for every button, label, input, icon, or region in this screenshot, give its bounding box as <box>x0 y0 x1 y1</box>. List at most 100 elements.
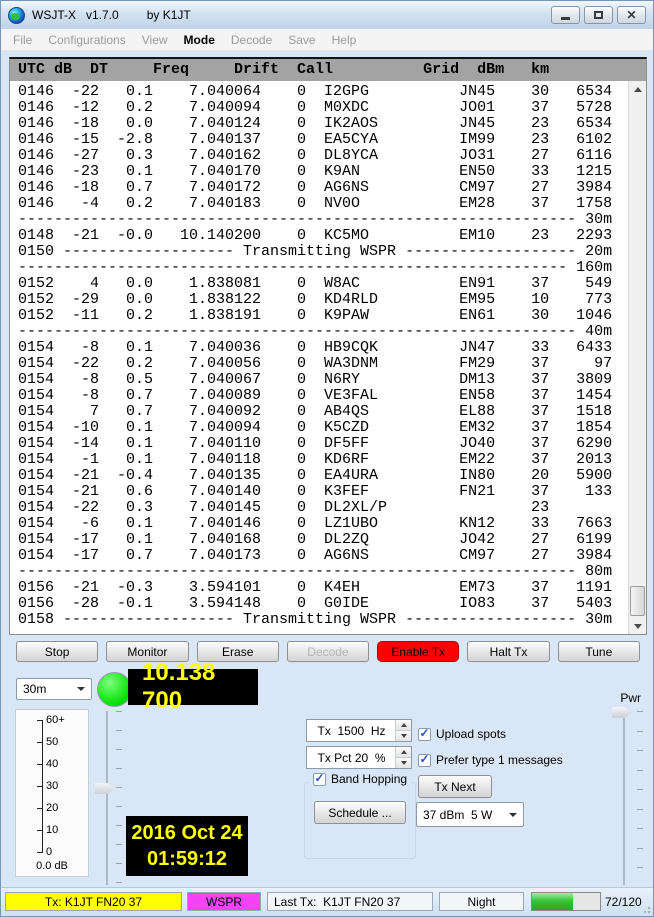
tx-status-chip: Tx: K1JT FN20 37 <box>5 892 182 911</box>
spin-up-button[interactable] <box>396 747 411 757</box>
band-select[interactable]: 30m <box>16 678 92 700</box>
slider-tick <box>116 844 122 845</box>
decode-row: 0154 -17 0.1 7.040168 0 DL2ZQ JO42 27 61… <box>18 531 613 548</box>
power-select[interactable]: 37 dBm 5 W <box>416 802 524 827</box>
upload-spots-label: Upload spots <box>436 727 507 741</box>
time-value: 01:59:12 <box>146 848 228 870</box>
meter-tick-label: 20 <box>46 802 59 814</box>
upload-spots-checkbox[interactable]: ✓ Upload spots <box>418 727 506 741</box>
tx-pct-spinner[interactable]: Tx Pct 20 % <box>306 746 412 769</box>
tune-button[interactable]: Tune <box>557 641 640 662</box>
meter-tick <box>37 764 43 765</box>
scrollbar-thumb[interactable] <box>630 586 645 616</box>
maximize-button[interactable] <box>584 6 613 24</box>
prefer-type1-label: Prefer type 1 messages <box>436 753 563 767</box>
minimize-button[interactable] <box>551 6 580 24</box>
spin-down-button[interactable] <box>396 757 411 768</box>
last-tx-text: Last Tx: K1JT FN20 37 <box>274 894 401 909</box>
resize-grip[interactable] <box>640 903 650 913</box>
decode-row: 0146 -18 0.7 7.040172 0 AG6NS CM97 27 39… <box>18 179 613 196</box>
halt-tx-button[interactable]: Halt Tx <box>467 641 550 662</box>
menu-item-mode[interactable]: Mode <box>183 32 215 47</box>
meter-tick-label: 60+ <box>46 714 65 726</box>
decode-row: 0156 -21 -0.3 3.594101 0 K4EH EM73 37 11… <box>18 579 613 596</box>
meter-tick-label: 50 <box>46 736 59 748</box>
last-tx-panel: Last Tx: K1JT FN20 37 <box>267 892 433 911</box>
meter-tick <box>37 786 43 787</box>
menu-bar: File Configurations View Mode Decode Save Help <box>1 29 653 51</box>
slider-tick <box>637 750 643 751</box>
spin-down-button[interactable] <box>396 730 411 741</box>
spinner-buttons <box>395 747 411 768</box>
stop-button[interactable]: Stop <box>16 641 99 662</box>
scroll-up-button[interactable] <box>629 81 646 97</box>
slider-thumb[interactable] <box>95 783 115 794</box>
vertical-scrollbar[interactable] <box>628 81 646 634</box>
tx-progress-bar <box>531 892 601 911</box>
menu-item-configurations[interactable]: Configurations <box>48 32 126 47</box>
decode-row: 0154 -8 0.5 7.040067 0 N6RY DM13 37 3809 <box>18 371 613 388</box>
spin-up-button[interactable] <box>396 720 411 730</box>
meter-tick-label: 0 <box>46 846 53 858</box>
scroll-down-button[interactable] <box>629 618 646 634</box>
main-button-row: Stop Monitor Erase Decode Enable Tx Halt Tx Tu… <box>16 641 640 662</box>
meter-value: 0.0 dB <box>36 860 68 872</box>
tx-freq-value: Tx 1500 Hz <box>317 723 386 738</box>
day-night-panel: Night <box>439 892 524 911</box>
decode-row: 0154 -22 0.2 7.040056 0 WA3DNM FM29 37 9… <box>18 355 613 372</box>
check-icon: ✓ <box>419 752 430 766</box>
decode-row: 0154 -6 0.1 7.040146 0 LZ1UBO KN12 33 76… <box>18 515 613 532</box>
checkbox-icon: ✓ <box>418 752 431 767</box>
slider-tick <box>116 730 122 731</box>
tx-freq-spinner[interactable]: Tx 1500 Hz <box>306 719 412 742</box>
prefer-type1-checkbox[interactable]: ✓ Prefer type 1 messages <box>418 753 563 767</box>
enable-tx-button[interactable]: Enable Tx <box>377 641 460 662</box>
band-hopping-checkbox[interactable]: ✓ Band Hopping <box>309 771 412 786</box>
frequency-value: 10.138 700 <box>142 659 216 714</box>
menu-item-save[interactable]: Save <box>288 32 316 47</box>
band-separator-row: ----------------------------------------… <box>18 211 613 228</box>
menu-item-file[interactable]: File <box>13 32 33 47</box>
decode-row: 0152 -29 0.0 1.838122 0 KD4RLD EM95 10 7… <box>18 291 613 308</box>
app-icon <box>8 6 25 24</box>
band-select-value: 30m <box>23 682 47 696</box>
decode-button[interactable]: Decode <box>286 641 370 662</box>
slider-thumb[interactable] <box>612 707 632 718</box>
erase-button[interactable]: Erase <box>196 641 279 662</box>
decode-row: 0152 4 0.0 1.838081 0 W8AC EN91 37 549 <box>18 275 613 292</box>
meter-tick <box>37 720 43 721</box>
slider-tick <box>637 730 643 732</box>
close-button[interactable]: ✕ <box>617 6 646 24</box>
spinner-buttons <box>395 720 411 741</box>
menu-item-view[interactable]: View <box>141 32 168 47</box>
meter-tick <box>37 742 43 743</box>
tx-pct-value: Tx Pct 20 % <box>317 750 386 765</box>
slider-tick <box>637 769 643 771</box>
meter-tick-label: 30 <box>46 780 59 792</box>
schedule-button[interactable]: Schedule ... <box>314 801 406 824</box>
slider-tick <box>116 806 122 807</box>
menu-item-help[interactable]: Help <box>331 32 357 47</box>
slider-tick <box>116 749 122 750</box>
pwr-slider[interactable] <box>607 701 647 891</box>
window-byline: by K1JT <box>146 8 191 22</box>
decode-row: 0154 -21 0.6 7.040140 0 K3FEF FN21 37 13… <box>18 483 613 500</box>
meter-tick-label: 10 <box>46 824 59 836</box>
decode-row: 0154 7 0.7 7.040092 0 AB4QS EL88 37 1518 <box>18 403 613 420</box>
pwr-label: Pwr <box>620 691 641 705</box>
arrow-down-icon <box>633 623 642 629</box>
menu-item-decode[interactable]: Decode <box>230 32 273 47</box>
band-separator-row: ----------------------------------------… <box>18 323 613 340</box>
arrow-up-icon <box>400 723 407 727</box>
slider-tick <box>637 867 643 868</box>
checkbox-icon: ✓ <box>418 726 431 741</box>
check-icon: ✓ <box>419 726 430 740</box>
rx-gain-slider[interactable] <box>91 707 125 889</box>
close-icon: ✕ <box>626 8 637 22</box>
decode-table-body[interactable]: 0146 -22 0.1 7.040064 0 I2GPG JN45 30 65… <box>10 81 629 634</box>
mode-text: WSPR <box>206 894 242 909</box>
check-icon: ✓ <box>314 771 325 785</box>
monitor-button[interactable]: Monitor <box>106 641 189 662</box>
tx-next-button[interactable]: Tx Next <box>418 775 492 798</box>
